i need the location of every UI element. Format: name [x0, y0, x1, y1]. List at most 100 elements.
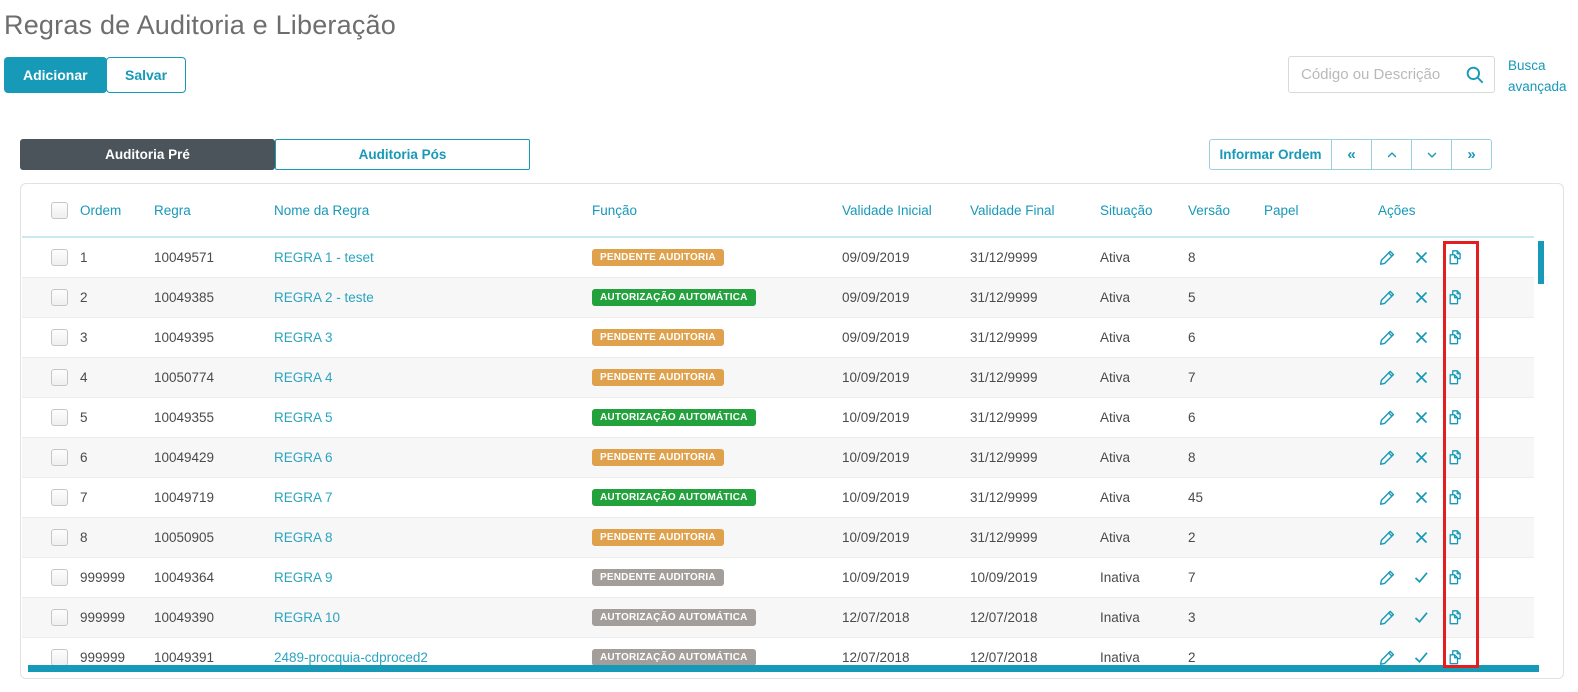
- add-button[interactable]: Adicionar: [4, 57, 107, 93]
- rule-name-link[interactable]: REGRA 10: [274, 609, 341, 625]
- cell-nome-da-regra: REGRA 9: [266, 557, 584, 597]
- deactivate-icon[interactable]: [1412, 288, 1431, 307]
- edit-icon[interactable]: [1378, 488, 1397, 507]
- cell-validade-inicial: 10/09/2019: [842, 529, 910, 545]
- cell-ordem: 4: [80, 369, 88, 385]
- table-header-row: Ordem Regra Nome da Regra Função Validade In…: [22, 184, 1534, 238]
- edit-icon[interactable]: [1378, 568, 1397, 587]
- row-checkbox[interactable]: [51, 488, 68, 506]
- inform-order-button[interactable]: Informar Ordem: [1209, 139, 1332, 170]
- cell-funcao: PENDENTE AUDITORIA: [584, 237, 834, 277]
- select-all-checkbox[interactable]: [51, 201, 68, 219]
- copy-icon[interactable]: [1446, 448, 1465, 467]
- copy-icon[interactable]: [1446, 648, 1465, 667]
- advanced-search-link[interactable]: Busca avançada: [1508, 58, 1567, 94]
- copy-icon[interactable]: [1446, 528, 1465, 547]
- rules-table-panel: Ordem Regra Nome da Regra Função Validade In…: [20, 183, 1564, 679]
- row-checkbox[interactable]: [51, 288, 68, 306]
- move-up-button[interactable]: [1372, 139, 1412, 170]
- row-checkbox[interactable]: [51, 648, 68, 666]
- deactivate-icon[interactable]: [1412, 328, 1431, 347]
- copy-icon[interactable]: [1446, 488, 1465, 507]
- search-input[interactable]: [1301, 66, 1464, 83]
- copy-icon[interactable]: [1446, 408, 1465, 427]
- row-checkbox[interactable]: [51, 528, 68, 546]
- deactivate-icon[interactable]: [1412, 528, 1431, 547]
- rule-name-link[interactable]: REGRA 2 - teste: [274, 289, 374, 305]
- row-checkbox[interactable]: [51, 248, 68, 266]
- edit-icon[interactable]: [1378, 608, 1397, 627]
- edit-icon[interactable]: [1378, 528, 1397, 547]
- rule-name-link[interactable]: REGRA 3: [274, 329, 333, 345]
- rule-name-link[interactable]: 2489-procquia-cdproced2: [274, 649, 428, 665]
- cell-situacao: Ativa: [1100, 289, 1131, 305]
- cell-ordem: 1: [80, 249, 88, 265]
- row-checkbox[interactable]: [51, 408, 68, 426]
- move-first-button[interactable]: «: [1332, 139, 1372, 170]
- deactivate-icon[interactable]: [1412, 368, 1431, 387]
- edit-icon[interactable]: [1378, 328, 1397, 347]
- cell-validade-inicial: 10/09/2019: [842, 369, 910, 385]
- edit-icon[interactable]: [1378, 408, 1397, 427]
- cell-funcao: PENDENTE AUDITORIA: [584, 557, 834, 597]
- activate-icon[interactable]: [1412, 568, 1431, 587]
- edit-icon[interactable]: [1378, 368, 1397, 387]
- copy-icon[interactable]: [1446, 328, 1465, 347]
- cell-funcao: PENDENTE AUDITORIA: [584, 517, 834, 557]
- cell-acoes: [1370, 317, 1534, 357]
- chevron-up-icon: [1385, 148, 1399, 162]
- edit-icon[interactable]: [1378, 248, 1397, 267]
- deactivate-icon[interactable]: [1412, 448, 1431, 467]
- copy-icon[interactable]: [1446, 368, 1465, 387]
- cell-validade-final: 31/12/9999: [970, 449, 1038, 465]
- copy-icon[interactable]: [1446, 248, 1465, 267]
- rule-name-link[interactable]: REGRA 6: [274, 449, 333, 465]
- cell-situacao: Ativa: [1100, 489, 1131, 505]
- edit-icon[interactable]: [1378, 448, 1397, 467]
- table-row: 1 10049571 REGRA 1 - teset PENDENTE AUDITOR…: [22, 237, 1534, 277]
- rule-name-link[interactable]: REGRA 8: [274, 529, 333, 545]
- edit-icon[interactable]: [1378, 288, 1397, 307]
- copy-icon[interactable]: [1446, 568, 1465, 587]
- vertical-scrollbar-thumb[interactable]: [1538, 241, 1544, 284]
- copy-icon[interactable]: [1446, 288, 1465, 307]
- tab-auditoria-pre[interactable]: Auditoria Pré: [20, 139, 275, 170]
- search-box[interactable]: [1288, 56, 1495, 93]
- copy-icon[interactable]: [1446, 608, 1465, 627]
- cell-acoes: [1370, 357, 1534, 397]
- move-down-button[interactable]: [1412, 139, 1452, 170]
- deactivate-icon[interactable]: [1412, 248, 1431, 267]
- rule-name-link[interactable]: REGRA 9: [274, 569, 333, 585]
- cell-ordem: 8: [80, 529, 88, 545]
- move-last-button[interactable]: »: [1452, 139, 1492, 170]
- cell-ordem: 7: [80, 489, 88, 505]
- rule-name-link[interactable]: REGRA 1 - teset: [274, 249, 374, 265]
- table-row: 6 10049429 REGRA 6 PENDENTE AUDITORIA 10/09/…: [22, 437, 1534, 477]
- activate-icon[interactable]: [1412, 648, 1431, 667]
- cell-acoes: [1370, 397, 1534, 437]
- tab-auditoria-pos[interactable]: Auditoria Pós: [275, 139, 530, 170]
- audit-tabs: Auditoria Pré Auditoria Pós: [20, 139, 530, 170]
- row-checkbox[interactable]: [51, 608, 68, 626]
- row-checkbox[interactable]: [51, 328, 68, 346]
- search-icon[interactable]: [1464, 64, 1486, 86]
- horizontal-scrollbar-thumb[interactable]: [28, 665, 1539, 672]
- table-row: 5 10049355 REGRA 5 AUTORIZAÇÃO AUTOMÁTICA 10…: [22, 397, 1534, 437]
- edit-icon[interactable]: [1378, 648, 1397, 667]
- row-checkbox[interactable]: [51, 368, 68, 386]
- deactivate-icon[interactable]: [1412, 488, 1431, 507]
- cell-validade-final: 31/12/9999: [970, 369, 1038, 385]
- funcao-status-badge: PENDENTE AUDITORIA: [592, 569, 724, 586]
- cell-nome-da-regra: REGRA 6: [266, 437, 584, 477]
- row-checkbox[interactable]: [51, 448, 68, 466]
- activate-icon[interactable]: [1412, 608, 1431, 627]
- funcao-status-badge: AUTORIZAÇÃO AUTOMÁTICA: [592, 289, 756, 306]
- rule-name-link[interactable]: REGRA 7: [274, 489, 333, 505]
- deactivate-icon[interactable]: [1412, 408, 1431, 427]
- cell-ordem: 999999: [80, 609, 126, 625]
- row-checkbox[interactable]: [51, 568, 68, 586]
- rule-name-link[interactable]: REGRA 5: [274, 409, 333, 425]
- cell-regra: 10049364: [154, 569, 215, 585]
- save-button[interactable]: Salvar: [106, 57, 187, 93]
- rule-name-link[interactable]: REGRA 4: [274, 369, 333, 385]
